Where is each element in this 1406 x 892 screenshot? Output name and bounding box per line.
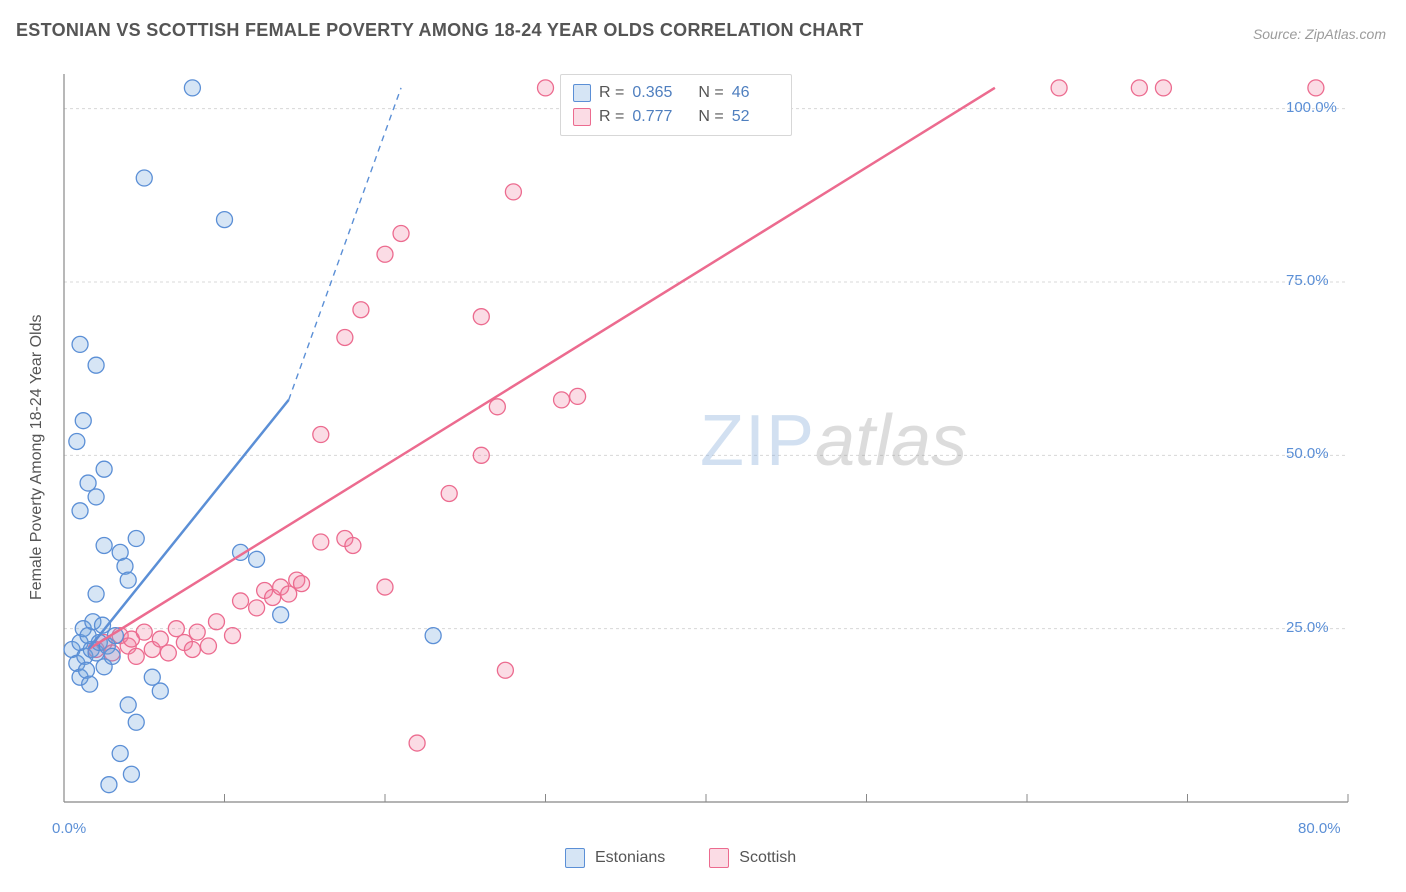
legend-row-estonians: R = 0.365 N = 46 <box>573 81 779 105</box>
legend-swatch-scottish <box>573 108 591 126</box>
series-swatch-scottish <box>709 848 729 868</box>
series-legend: Estonians Scottish <box>565 848 796 868</box>
scatter-plot <box>56 70 1356 810</box>
series-label-estonians: Estonians <box>595 849 665 867</box>
y-tick-label: 75.0% <box>1286 272 1340 289</box>
y-tick-label: 100.0% <box>1286 99 1340 116</box>
legend-r-label: R = <box>599 84 624 102</box>
y-tick-label: 25.0% <box>1286 619 1340 636</box>
legend-r-label: R = <box>599 108 624 126</box>
y-tick-label: 50.0% <box>1286 445 1340 462</box>
legend-swatch-estonians <box>573 84 591 102</box>
legend-row-scottish: R = 0.777 N = 52 <box>573 105 779 129</box>
y-axis-label: Female Poverty Among 18-24 Year Olds <box>28 315 46 601</box>
chart-title: ESTONIAN VS SCOTTISH FEMALE POVERTY AMON… <box>16 20 864 41</box>
legend-n-label: N = <box>698 84 723 102</box>
x-tick-label: 0.0% <box>52 820 86 837</box>
legend-n-label: N = <box>698 108 723 126</box>
chart-container: ESTONIAN VS SCOTTISH FEMALE POVERTY AMON… <box>0 0 1406 892</box>
legend-r-value-estonians: 0.365 <box>632 84 672 102</box>
series-label-scottish: Scottish <box>739 849 796 867</box>
series-swatch-estonians <box>565 848 585 868</box>
legend-n-value-scottish: 52 <box>732 108 750 126</box>
legend-n-value-estonians: 46 <box>732 84 750 102</box>
legend-r-value-scottish: 0.777 <box>632 108 672 126</box>
correlation-legend: R = 0.365 N = 46 R = 0.777 N = 52 <box>560 74 792 136</box>
source-attribution: Source: ZipAtlas.com <box>1253 26 1386 42</box>
x-tick-label: 80.0% <box>1298 820 1341 837</box>
